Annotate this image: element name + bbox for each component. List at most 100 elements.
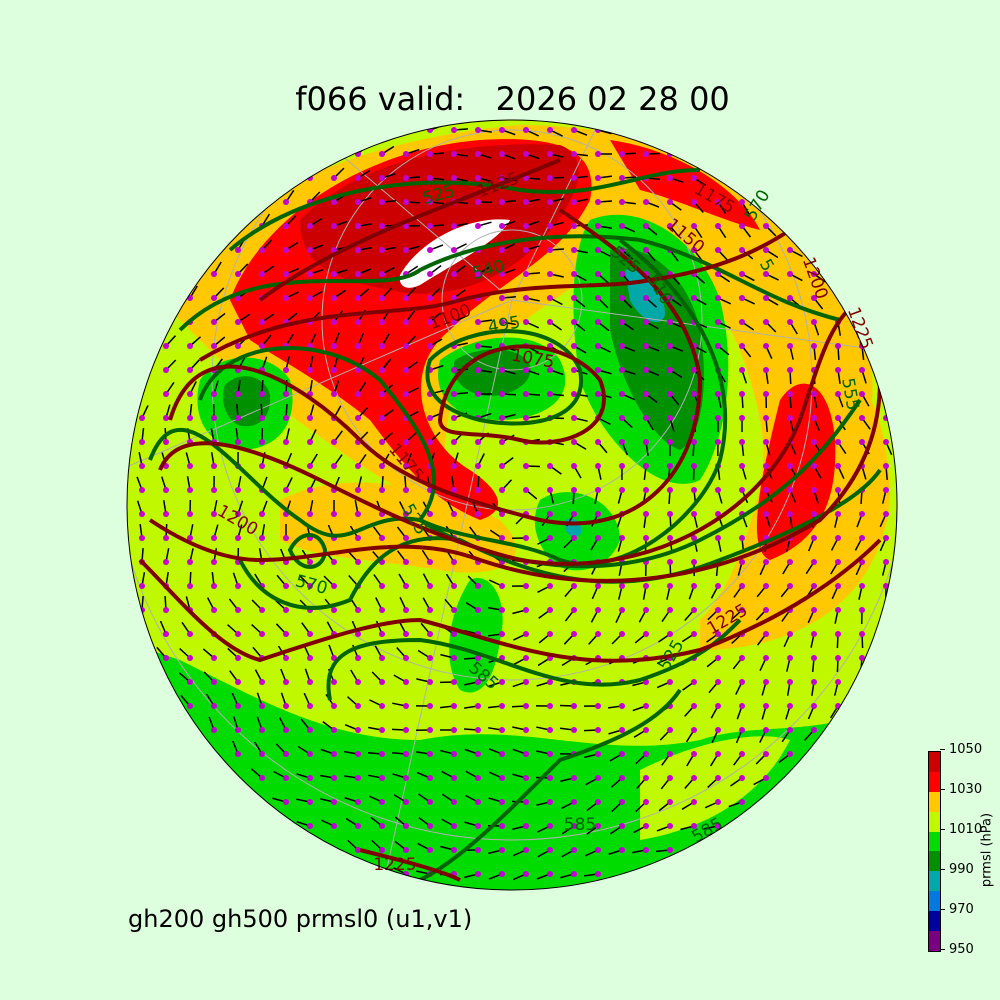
wind-barb-station [595, 727, 601, 733]
wind-barb-station [235, 607, 241, 613]
wind-barb-station [427, 583, 433, 589]
wind-barb-station [883, 439, 889, 445]
wind-barb-station [235, 295, 241, 301]
wind-barb-station [547, 223, 553, 229]
wind-barb-station [523, 127, 529, 133]
wind-barb-station [451, 679, 457, 685]
wind-barb-station [403, 511, 409, 517]
wind-barb-station [139, 415, 145, 421]
wind-barb-station [235, 655, 241, 661]
wind-barb-station [595, 751, 601, 757]
wind-barb-station [259, 343, 265, 349]
wind-barb-station [259, 679, 265, 685]
wind-barb-station [403, 847, 409, 853]
wind-barb-station [811, 727, 817, 733]
wind-barb-station [835, 679, 841, 685]
wind-barb-station [523, 679, 529, 685]
wind-barb-station [595, 367, 601, 373]
wind-barb-station [355, 775, 361, 781]
wind-barb-station [475, 175, 481, 181]
wind-barb-station [547, 271, 553, 277]
wind-barb-station [283, 631, 289, 637]
wind-barb-station [643, 223, 649, 229]
wind-barb-station [643, 463, 649, 469]
colorbar-segment [929, 751, 940, 772]
wind-barb-station [235, 727, 241, 733]
wind-barb-station [379, 151, 385, 157]
wind-barb-station [571, 151, 577, 157]
wind-barb-station [403, 679, 409, 685]
wind-barb-station [307, 775, 313, 781]
wind-barb-station [403, 607, 409, 613]
wind-barb-station [283, 799, 289, 805]
wind-barb-station [667, 391, 673, 397]
wind-barb-station [187, 583, 193, 589]
wind-barb-station [547, 871, 553, 877]
wind-barb-station [187, 487, 193, 493]
wind-barb-station [235, 751, 241, 757]
wind-barb-station [619, 175, 625, 181]
wind-barb-station [451, 559, 457, 565]
wind-barb-station [475, 151, 481, 157]
wind-barb-station [163, 391, 169, 397]
wind-barb-station [427, 295, 433, 301]
wind-barb-station [355, 607, 361, 613]
wind-barb-station [571, 271, 577, 277]
wind-barb-station [619, 487, 625, 493]
wind-barb-station [307, 751, 313, 757]
wind-barb-station [211, 559, 217, 565]
wind-barb-station [835, 607, 841, 613]
wind-barb-station [355, 727, 361, 733]
wind-barb-station [259, 631, 265, 637]
wind-barb-station [619, 271, 625, 277]
wind-barb-station [235, 271, 241, 277]
wind-barb-station [619, 343, 625, 349]
wind-barb-station [787, 271, 793, 277]
wind-barb-station [451, 247, 457, 253]
wind-barb-station [811, 583, 817, 589]
wind-barb-station [307, 583, 313, 589]
wind-barb-station [547, 127, 553, 133]
wind-barb-station [787, 727, 793, 733]
colorbar-tick: 1030 [940, 782, 982, 797]
wind-barb-station [619, 535, 625, 541]
wind-barb-station [379, 175, 385, 181]
wind-barb-station [523, 247, 529, 253]
wind-barb-station [523, 319, 529, 325]
wind-barb-station [523, 799, 529, 805]
wind-barb-station [763, 391, 769, 397]
wind-barb-station [451, 127, 457, 133]
wind-barb-station [691, 751, 697, 757]
wind-barb-station [619, 727, 625, 733]
wind-barb-station [787, 631, 793, 637]
wind-barb-station [139, 439, 145, 445]
wind-barb-station [427, 847, 433, 853]
wind-barb-station [355, 295, 361, 301]
wind-barb-station [571, 247, 577, 253]
wind-barb-station [619, 799, 625, 805]
wind-barb-station [715, 247, 721, 253]
wind-barb-station [187, 415, 193, 421]
wind-barb-station [379, 439, 385, 445]
wind-barb-station [523, 727, 529, 733]
wind-barb-station [355, 799, 361, 805]
wind-barb-station [595, 439, 601, 445]
wind-barb-station [811, 463, 817, 469]
wind-barb-station [499, 295, 505, 301]
wind-barb-station [331, 703, 337, 709]
wind-barb-station [547, 199, 553, 205]
wind-barb-station [499, 463, 505, 469]
wind-barb-station [619, 463, 625, 469]
colorbar-segment [929, 851, 940, 872]
colorbar-tick-label: 1030 [949, 782, 983, 797]
wind-barb-station [499, 703, 505, 709]
wind-barb-station [811, 511, 817, 517]
wind-barb-station [571, 175, 577, 181]
wind-barb-station [547, 391, 553, 397]
wind-barb-station [547, 727, 553, 733]
wind-barb-station [547, 319, 553, 325]
wind-barb-station [211, 319, 217, 325]
colorbar-segment [929, 771, 940, 792]
wind-barb-station [499, 799, 505, 805]
wind-barb-station [427, 679, 433, 685]
